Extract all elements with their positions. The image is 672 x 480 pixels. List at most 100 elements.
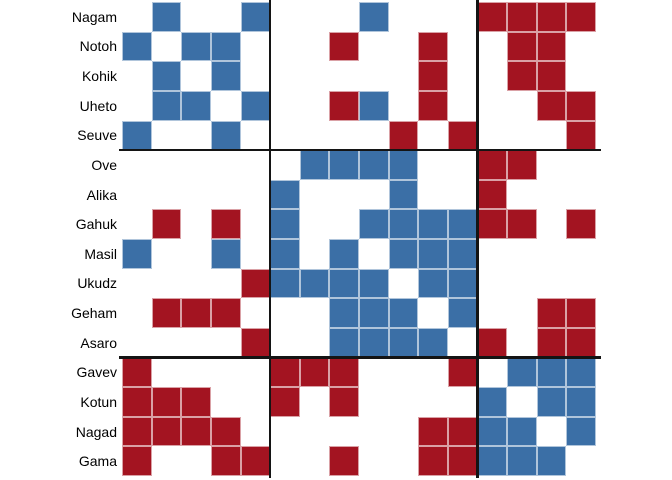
matrix-cell-blue xyxy=(240,2,271,32)
matrix-cell-red xyxy=(299,357,330,388)
matrix-cell-blue xyxy=(122,120,152,151)
matrix-cell-red xyxy=(418,61,448,91)
matrix-cell-red xyxy=(477,209,508,239)
matrix-cell-empty xyxy=(241,121,271,151)
matrix-cell-red xyxy=(536,90,567,121)
matrix-cell-blue xyxy=(329,298,359,328)
matrix-cell-empty xyxy=(122,61,152,91)
matrix-cell-red xyxy=(210,298,241,328)
matrix-cell-red xyxy=(447,446,478,476)
matrix-cell-empty xyxy=(152,150,182,180)
matrix-cell-red xyxy=(536,327,567,358)
matrix-cell-empty xyxy=(329,121,359,151)
matrix-cell-empty xyxy=(181,446,211,476)
matrix-cell-red xyxy=(122,446,152,476)
matrix-cell-red xyxy=(329,357,359,388)
matrix-cell-blue xyxy=(566,387,596,417)
row-label-uheto: Uheto xyxy=(79,97,117,114)
matrix-cell-empty xyxy=(181,328,211,358)
matrix-cell-empty xyxy=(478,32,508,62)
row-label-nagad: Nagad xyxy=(75,423,117,440)
matrix-cell-empty xyxy=(270,446,300,476)
matrix-cell-empty xyxy=(211,180,241,210)
matrix-cell-empty xyxy=(211,358,241,388)
matrix-cell-blue xyxy=(270,239,300,269)
row-label-seuve: Seuve xyxy=(77,127,117,144)
matrix-cell-empty xyxy=(300,32,330,62)
matrix-cell-empty xyxy=(211,91,241,121)
matrix-cell-blue xyxy=(447,239,478,269)
matrix-cell-blue xyxy=(359,327,389,358)
matrix-cell-blue xyxy=(477,416,508,447)
matrix-cell-empty xyxy=(241,150,271,180)
matrix-cell-blue xyxy=(388,179,419,210)
matrix-cell-empty xyxy=(152,446,182,476)
matrix-cell-blue xyxy=(270,209,300,239)
matrix-cell-empty xyxy=(122,328,152,358)
matrix-cell-red xyxy=(329,387,359,417)
matrix-cell-empty xyxy=(418,387,448,417)
matrix-cell-blue xyxy=(536,357,567,388)
matrix-cell-empty xyxy=(241,32,271,62)
matrix-cell-blue xyxy=(536,387,567,417)
matrix-cell-blue xyxy=(507,416,537,447)
matrix-cell-blue xyxy=(151,90,182,121)
matrix-cell-empty xyxy=(389,446,419,476)
matrix-cell-blue xyxy=(359,150,389,180)
row-label-kohik: Kohik xyxy=(81,68,117,85)
matrix-cell-empty xyxy=(300,298,330,328)
matrix-cell-red xyxy=(181,387,211,417)
adjacency-matrix-grid xyxy=(122,2,596,476)
matrix-cell-blue xyxy=(329,239,359,269)
matrix-cell-empty xyxy=(300,239,330,269)
matrix-cell-empty xyxy=(270,417,300,447)
matrix-cell-empty xyxy=(181,180,211,210)
matrix-cell-red xyxy=(507,31,537,62)
matrix-cell-empty xyxy=(122,209,152,239)
matrix-cell-empty xyxy=(566,446,596,476)
matrix-cell-empty xyxy=(478,91,508,121)
matrix-cell-empty xyxy=(359,358,389,388)
matrix-cell-blue xyxy=(359,90,389,121)
matrix-cell-empty xyxy=(359,180,389,210)
matrix-cell-empty xyxy=(359,417,389,447)
matrix-cell-blue xyxy=(359,2,389,32)
matrix-cell-empty xyxy=(300,417,330,447)
row-label-notoh: Notoh xyxy=(79,38,117,55)
matrix-cell-empty xyxy=(329,180,359,210)
matrix-cell-red xyxy=(418,416,448,447)
matrix-cell-blue xyxy=(447,268,478,299)
matrix-cell-blue xyxy=(299,268,330,299)
matrix-cell-empty xyxy=(507,298,537,328)
matrix-cell-blue xyxy=(418,209,448,239)
matrix-cell-empty xyxy=(359,387,389,417)
matrix-cell-empty xyxy=(329,61,359,91)
matrix-cell-red xyxy=(447,120,478,151)
matrix-cell-red xyxy=(240,327,271,358)
matrix-cell-red xyxy=(418,446,448,476)
matrix-cell-red xyxy=(329,446,359,476)
matrix-cell-empty xyxy=(329,209,359,239)
matrix-cell-red xyxy=(151,387,182,417)
matrix-cell-empty xyxy=(241,180,271,210)
matrix-cell-empty xyxy=(537,209,567,239)
matrix-cell-blue xyxy=(181,31,211,62)
matrix-cell-empty xyxy=(211,328,241,358)
matrix-cell-blue xyxy=(507,446,537,476)
matrix-cell-empty xyxy=(181,358,211,388)
matrix-cell-empty xyxy=(566,150,596,180)
matrix-cell-blue xyxy=(447,298,478,328)
matrix-cell-red xyxy=(181,416,211,447)
matrix-cell-red xyxy=(151,298,182,328)
row-label-gama: Gama xyxy=(78,453,117,470)
matrix-cell-empty xyxy=(211,269,241,299)
matrix-cell-empty xyxy=(389,91,419,121)
matrix-cell-empty xyxy=(478,298,508,328)
matrix-cell-red xyxy=(477,150,508,180)
matrix-cell-blue xyxy=(418,268,448,299)
matrix-cell-blue xyxy=(388,327,419,358)
matrix-cell-empty xyxy=(270,298,300,328)
matrix-cell-empty xyxy=(418,2,448,32)
matrix-cell-empty xyxy=(359,61,389,91)
